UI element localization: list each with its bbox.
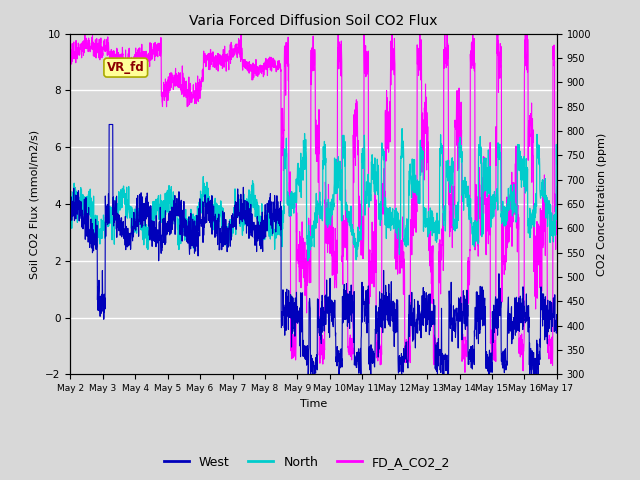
Title: Varia Forced Diffusion Soil CO2 Flux: Varia Forced Diffusion Soil CO2 Flux (189, 14, 438, 28)
Text: VR_fd: VR_fd (107, 61, 145, 74)
Y-axis label: CO2 Concentration (ppm): CO2 Concentration (ppm) (596, 132, 607, 276)
Legend: West, North, FD_A_CO2_2: West, North, FD_A_CO2_2 (159, 451, 456, 474)
Y-axis label: Soil CO2 Flux (mmol/m2/s): Soil CO2 Flux (mmol/m2/s) (29, 130, 40, 278)
X-axis label: Time: Time (300, 399, 327, 408)
